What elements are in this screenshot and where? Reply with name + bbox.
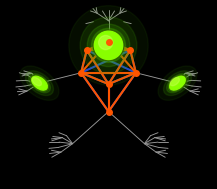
Ellipse shape	[31, 75, 48, 91]
Ellipse shape	[92, 28, 125, 62]
Ellipse shape	[170, 77, 179, 86]
Ellipse shape	[20, 66, 59, 100]
Ellipse shape	[31, 75, 48, 91]
Ellipse shape	[32, 76, 47, 90]
Ellipse shape	[167, 74, 188, 93]
Ellipse shape	[69, 6, 148, 85]
Ellipse shape	[158, 66, 197, 100]
Ellipse shape	[170, 76, 185, 90]
Ellipse shape	[169, 75, 186, 91]
Ellipse shape	[87, 24, 130, 67]
Ellipse shape	[26, 71, 54, 96]
Ellipse shape	[94, 31, 123, 60]
Ellipse shape	[169, 75, 186, 91]
Ellipse shape	[163, 71, 191, 96]
Ellipse shape	[32, 77, 41, 86]
Ellipse shape	[93, 30, 124, 61]
Ellipse shape	[99, 36, 113, 50]
Ellipse shape	[80, 17, 137, 74]
Ellipse shape	[29, 74, 50, 93]
